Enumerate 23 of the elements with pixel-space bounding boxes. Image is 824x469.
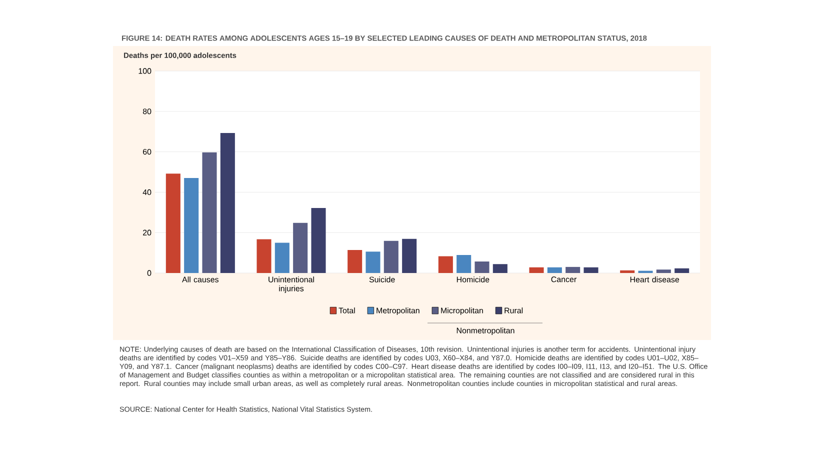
bar — [566, 266, 580, 273]
bar — [202, 152, 217, 273]
bar — [456, 255, 472, 273]
bar — [348, 250, 362, 273]
bar — [584, 267, 598, 273]
bar — [402, 238, 417, 273]
bar — [474, 261, 490, 273]
bar — [274, 242, 290, 273]
bar — [674, 268, 690, 273]
bar — [492, 264, 508, 273]
bar — [384, 240, 398, 273]
bar — [529, 267, 544, 273]
bar — [166, 174, 180, 273]
bar — [366, 252, 380, 273]
bar — [656, 270, 671, 273]
bar — [438, 256, 453, 273]
bar — [184, 178, 199, 273]
bar — [293, 222, 308, 273]
bar — [547, 267, 562, 273]
bar — [311, 208, 326, 273]
bar — [256, 239, 272, 273]
bar — [220, 133, 235, 273]
bar — [620, 270, 635, 273]
